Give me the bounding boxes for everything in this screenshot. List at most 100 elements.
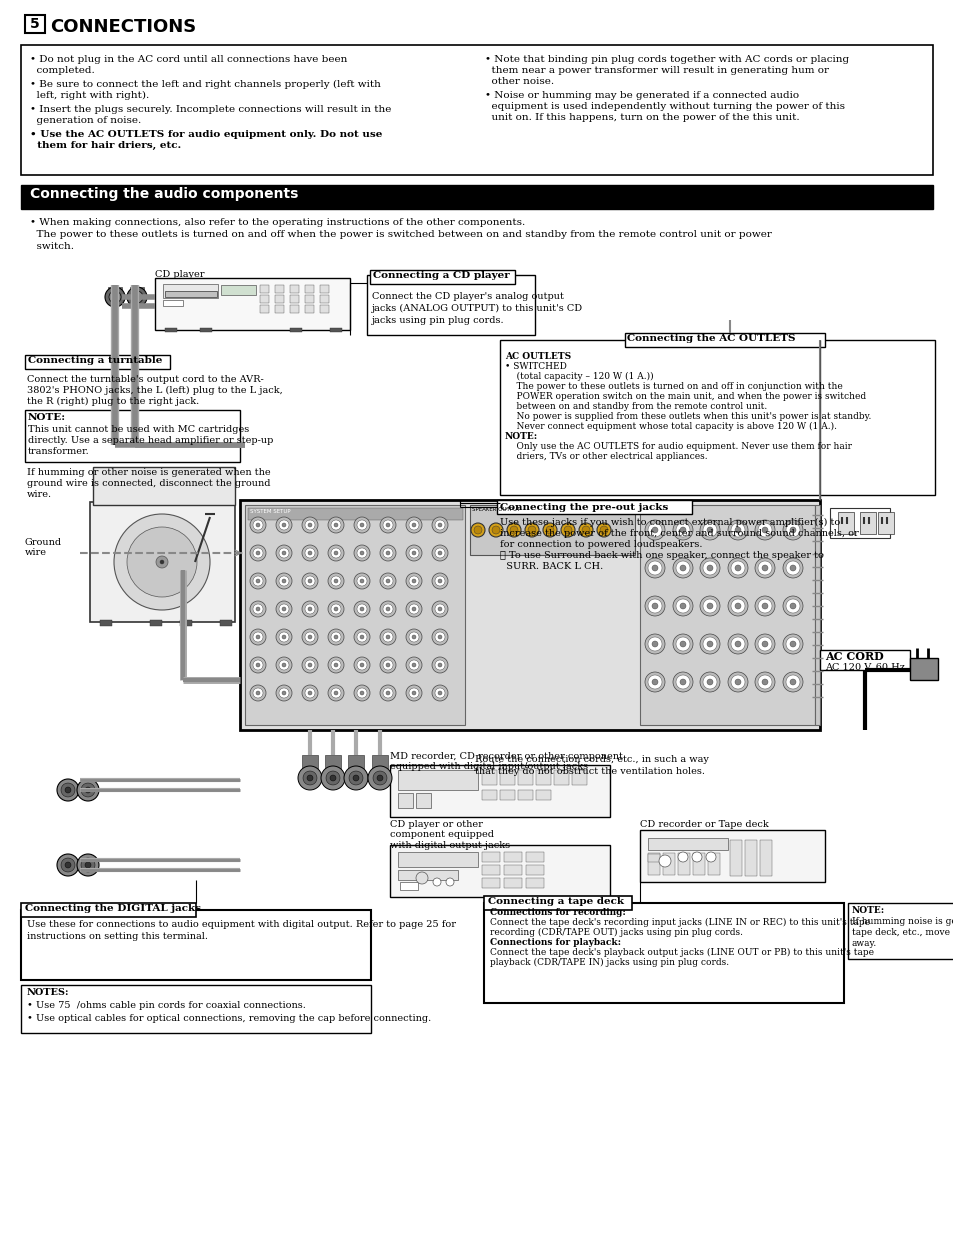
Circle shape: [57, 779, 79, 802]
Circle shape: [250, 546, 266, 562]
Bar: [525, 865, 543, 875]
Circle shape: [672, 672, 692, 691]
Circle shape: [734, 641, 740, 647]
Circle shape: [253, 688, 263, 698]
Circle shape: [489, 523, 502, 537]
Circle shape: [331, 604, 340, 614]
Bar: [305, 306, 314, 313]
Circle shape: [359, 523, 364, 527]
Bar: [399, 882, 417, 889]
Circle shape: [305, 576, 314, 586]
Bar: [760, 840, 771, 876]
Circle shape: [376, 776, 382, 781]
Bar: [647, 854, 659, 875]
Bar: [744, 840, 757, 876]
Circle shape: [542, 523, 557, 537]
Circle shape: [382, 604, 393, 614]
Bar: [847, 903, 953, 959]
Circle shape: [560, 523, 575, 537]
Circle shape: [761, 565, 767, 571]
Circle shape: [545, 526, 554, 534]
Text: Connecting the AC OUTLETS: Connecting the AC OUTLETS: [626, 334, 795, 343]
Circle shape: [563, 526, 572, 534]
Circle shape: [250, 517, 266, 533]
Bar: [274, 294, 284, 303]
Text: • Insert the plugs securely. Incomplete connections will result in the: • Insert the plugs securely. Incomplete …: [30, 105, 391, 114]
Circle shape: [302, 517, 317, 533]
Circle shape: [644, 558, 664, 578]
Text: SURR. BACK L CH.: SURR. BACK L CH.: [499, 562, 602, 571]
Circle shape: [379, 657, 395, 673]
Circle shape: [758, 599, 771, 614]
Circle shape: [127, 527, 196, 597]
Circle shape: [353, 776, 358, 781]
Circle shape: [359, 663, 364, 667]
Circle shape: [334, 663, 337, 667]
Circle shape: [730, 599, 744, 614]
Circle shape: [382, 661, 393, 670]
Text: increase the power of the front, center and surround sound channels, or: increase the power of the front, center …: [499, 529, 858, 538]
Text: • Use the AC OUTLETS for audio equipment only. Do not use: • Use the AC OUTLETS for audio equipment…: [30, 130, 382, 139]
Circle shape: [275, 573, 292, 589]
Text: completed.: completed.: [30, 66, 94, 75]
Circle shape: [255, 663, 260, 667]
Circle shape: [758, 523, 771, 537]
Bar: [274, 285, 284, 293]
Circle shape: [359, 691, 364, 695]
Circle shape: [412, 579, 416, 583]
Circle shape: [113, 515, 210, 610]
Bar: [525, 852, 543, 862]
Bar: [877, 512, 893, 534]
Circle shape: [354, 601, 370, 617]
Bar: [21, 45, 932, 174]
Bar: [499, 790, 515, 800]
Text: them near a power transformer will result in generating hum or: them near a power transformer will resul…: [484, 66, 828, 75]
Circle shape: [331, 632, 340, 642]
Circle shape: [644, 520, 664, 541]
Text: Only use the AC OUTLETS for audio equipment. Never use them for hair: Only use the AC OUTLETS for audio equipm…: [504, 442, 851, 452]
Bar: [25, 15, 45, 33]
Text: other noise.: other noise.: [484, 77, 554, 87]
Circle shape: [379, 546, 395, 562]
Circle shape: [578, 523, 593, 537]
Circle shape: [320, 766, 345, 790]
Text: Connect the turntable's output cord to the AVR-: Connect the turntable's output cord to t…: [27, 375, 263, 383]
Circle shape: [308, 607, 312, 611]
Circle shape: [506, 523, 520, 537]
Circle shape: [305, 520, 314, 529]
Circle shape: [510, 526, 517, 534]
Circle shape: [651, 565, 658, 571]
Circle shape: [386, 579, 390, 583]
Text: wire.: wire.: [27, 490, 52, 499]
Circle shape: [328, 546, 344, 562]
Text: AC 120 V, 60 Hz: AC 120 V, 60 Hz: [824, 663, 904, 672]
Circle shape: [672, 558, 692, 578]
Bar: [200, 328, 212, 332]
Circle shape: [305, 661, 314, 670]
Bar: [165, 291, 216, 297]
Text: CD recorder or Tape deck: CD recorder or Tape deck: [639, 820, 768, 829]
Circle shape: [386, 550, 390, 555]
Text: switch.: switch.: [30, 242, 74, 251]
Circle shape: [754, 558, 774, 578]
Text: CD player: CD player: [154, 270, 204, 280]
Circle shape: [679, 641, 685, 647]
Circle shape: [297, 766, 322, 790]
Circle shape: [356, 661, 367, 670]
Text: Connecting the audio components: Connecting the audio components: [30, 187, 298, 200]
Circle shape: [65, 862, 71, 868]
Text: away.: away.: [851, 939, 877, 948]
Circle shape: [328, 573, 344, 589]
Circle shape: [81, 783, 95, 797]
Circle shape: [789, 641, 795, 647]
Circle shape: [435, 604, 444, 614]
Bar: [25, 355, 170, 369]
Text: Connecting the DIGITAL jacks: Connecting the DIGITAL jacks: [25, 904, 201, 913]
Circle shape: [382, 632, 393, 642]
Circle shape: [730, 562, 744, 575]
Text: Connecting a CD player: Connecting a CD player: [373, 271, 509, 280]
Text: them for hair driers, etc.: them for hair driers, etc.: [30, 141, 181, 150]
Circle shape: [406, 546, 421, 562]
Circle shape: [109, 291, 121, 303]
Circle shape: [282, 579, 286, 583]
